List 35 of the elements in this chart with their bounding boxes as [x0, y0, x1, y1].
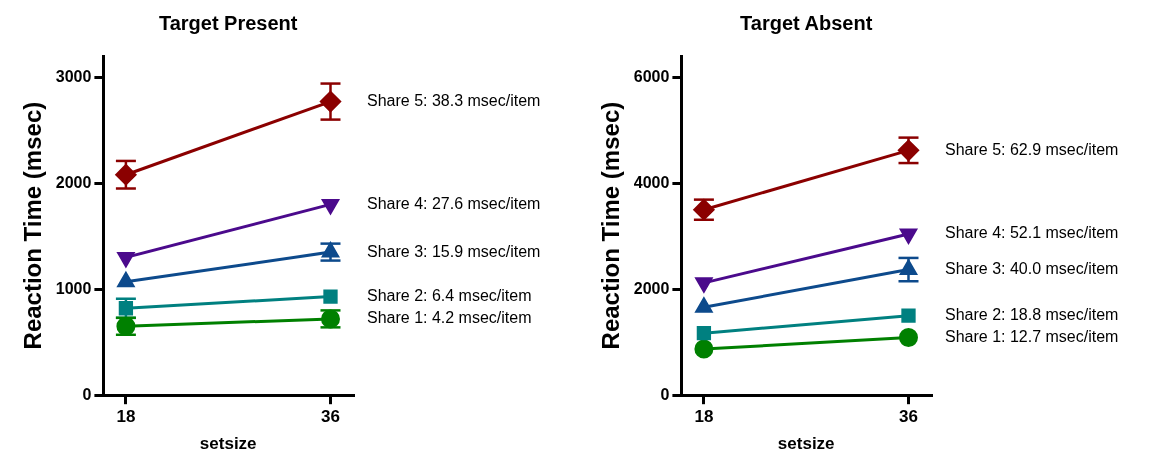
x-tick-label: 36 — [899, 407, 918, 427]
point — [694, 339, 714, 359]
series-label: Share 5: 38.3 msec/item — [367, 91, 541, 109]
point — [901, 308, 916, 323]
series-label: Share 2: 6.4 msec/item — [367, 287, 532, 305]
x-axis-title: setsize — [199, 434, 257, 454]
series-label: Share 1: 4.2 msec/item — [367, 309, 532, 327]
point — [696, 326, 712, 341]
series-label: Share 4: 27.6 msec/item — [367, 194, 541, 212]
chart-title: Target Present — [158, 11, 298, 34]
y-tick-label: 4000 — [633, 173, 670, 191]
y-tick-label: 0 — [660, 385, 670, 403]
point — [320, 91, 341, 113]
series-label: Share 1: 12.7 msec/item — [945, 327, 1119, 345]
series-label: Share 3: 15.9 msec/item — [367, 242, 541, 260]
y-tick-label: 2000 — [55, 173, 92, 191]
point — [323, 289, 338, 304]
point — [115, 164, 137, 186]
y-tick-label: 3000 — [55, 67, 92, 85]
y-axis-title: Reaction Time (msec) — [597, 101, 625, 350]
y-tick-label: 1000 — [55, 279, 92, 297]
y-tick-label: 0 — [82, 385, 92, 403]
series-label: Share 3: 40.0 msec/item — [945, 260, 1119, 277]
x-axis-title: setsize — [777, 434, 835, 454]
series-label: Share 2: 18.8 msec/item — [945, 306, 1119, 324]
y-tick-label: 2000 — [633, 279, 670, 297]
point — [899, 327, 918, 347]
x-tick-label: 18 — [694, 407, 714, 427]
y-tick-label: 6000 — [633, 67, 670, 85]
x-tick-label: 18 — [116, 407, 136, 427]
chart-title: Target Absent — [740, 11, 873, 34]
series-label: Share 4: 52.1 msec/item — [945, 224, 1119, 242]
x-tick-label: 36 — [321, 407, 340, 427]
series-label: Share 5: 62.9 msec/item — [945, 140, 1119, 158]
y-axis-title: Reaction Time (msec) — [19, 101, 47, 350]
